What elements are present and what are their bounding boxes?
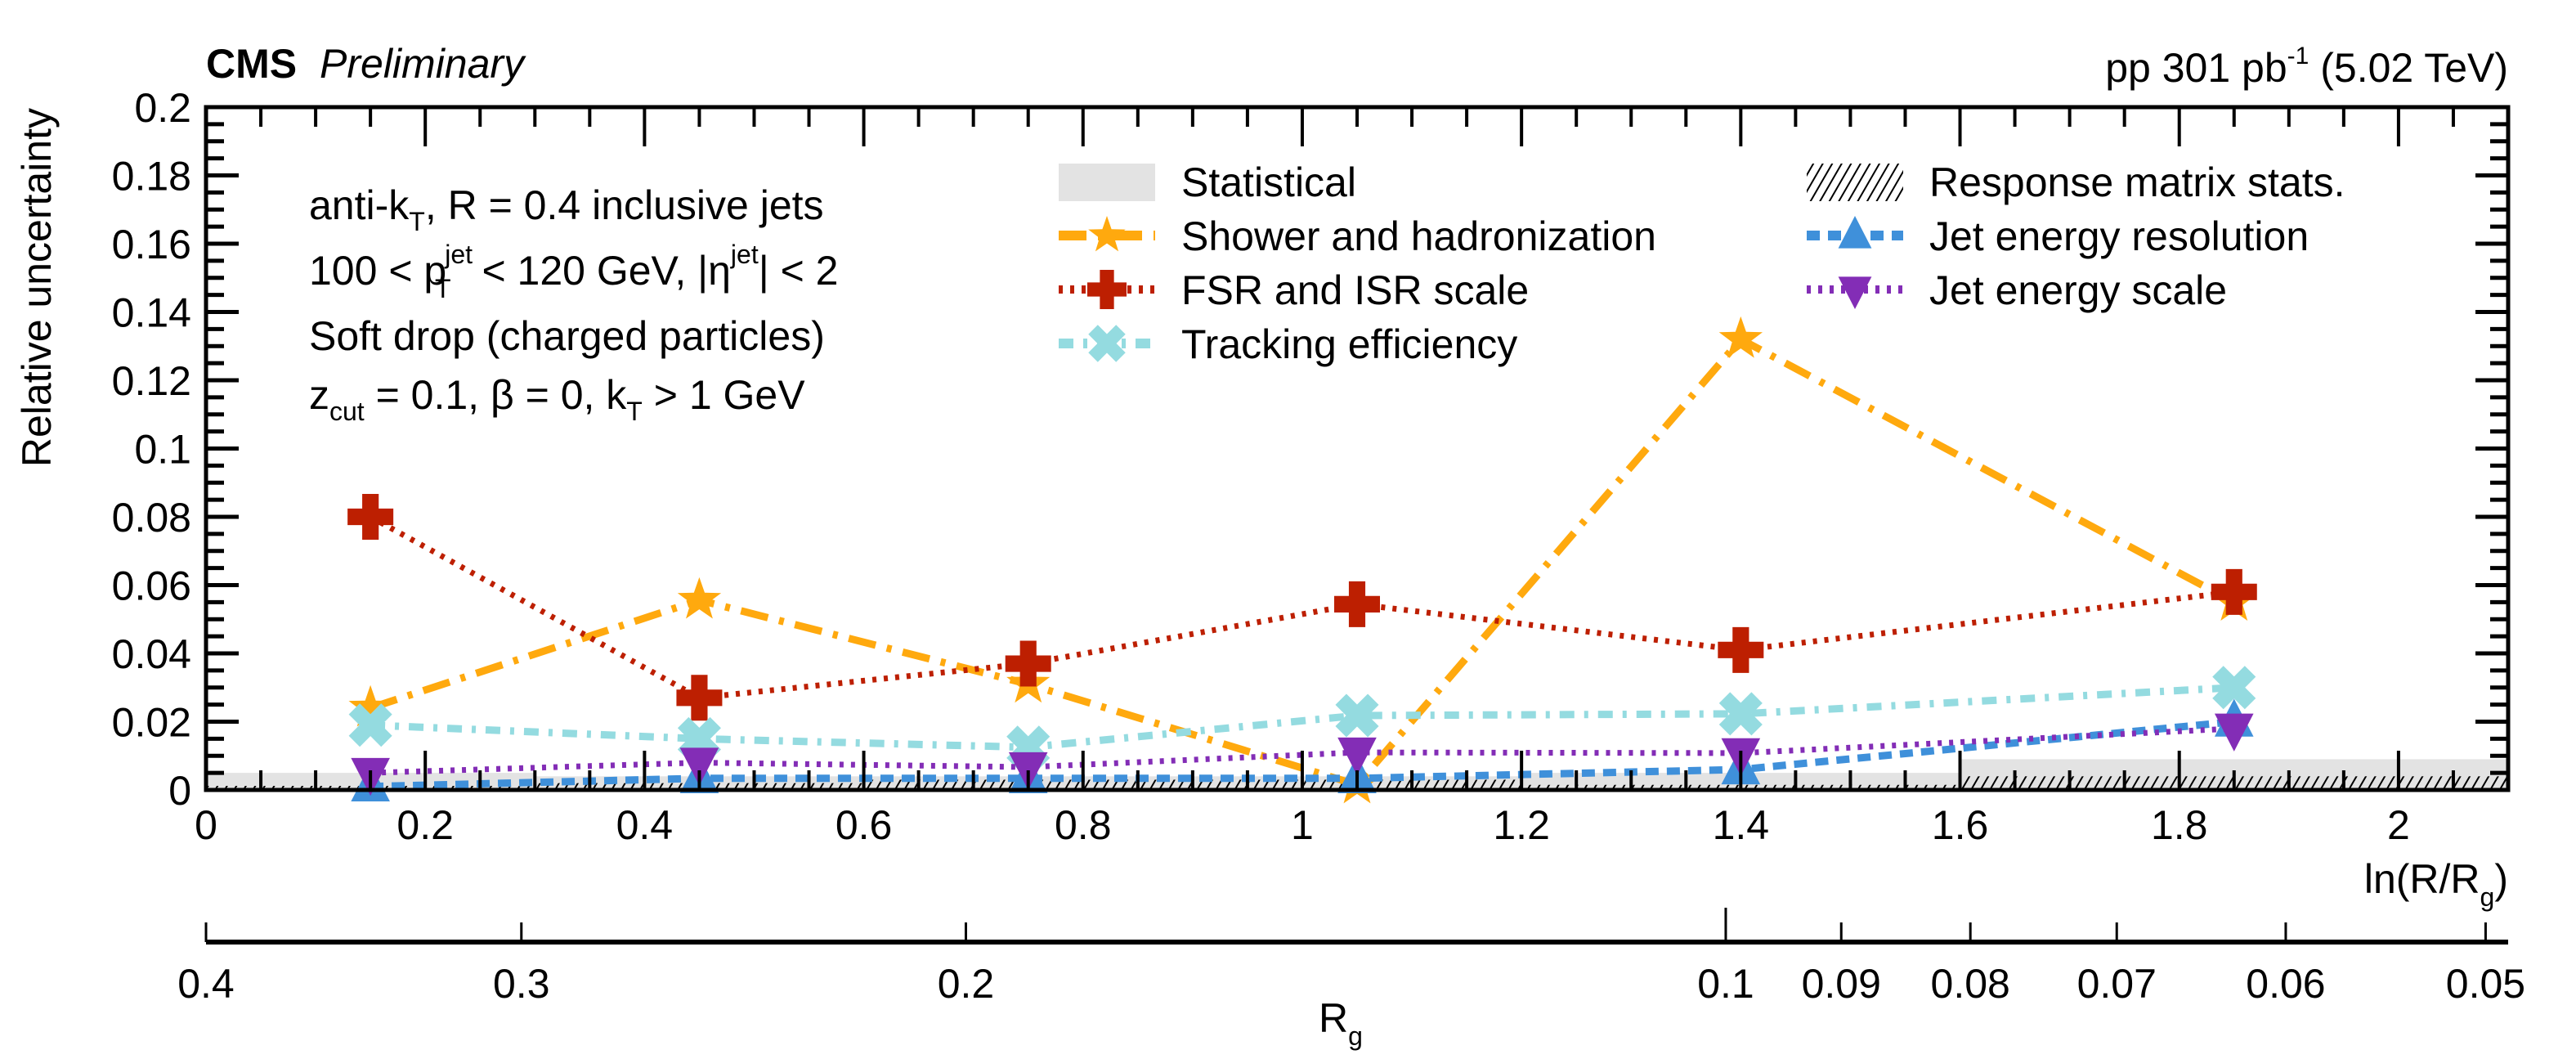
y-tick-label: 0 — [168, 768, 191, 814]
legend-label: Statistical — [1181, 159, 1356, 205]
legend-label: Response matrix stats. — [1929, 159, 2345, 205]
legend-entry-jet-energy-scale: Jet energy scale — [1807, 267, 2227, 313]
x-tick-label: 1.6 — [1932, 802, 1989, 848]
legend: Statistical Shower and hadronization FSR a… — [1059, 159, 2345, 367]
legend-swatch-statistical — [1059, 164, 1155, 201]
secondary-tick-label: 0.08 — [1931, 961, 2010, 1007]
x-tick-label: 1 — [1291, 802, 1314, 848]
legend-marker-icon — [1088, 216, 1126, 252]
lumi-label: pp 301 pb-1 (5.02 TeV) — [2105, 43, 2508, 91]
data-point-tracking-efficiency-shape — [2212, 666, 2256, 710]
experiment-label: CMS — [206, 41, 297, 87]
data-point-shower-and-hadronization — [1718, 316, 1763, 358]
lumi-prefix: pp 301 pb — [2105, 45, 2287, 91]
data-point-fsr-and-isr-scale — [1334, 581, 1381, 627]
x-tick-label: 0.6 — [836, 802, 893, 848]
data-point-tracking-efficiency — [1335, 693, 1379, 738]
data-point-shower-and-hadronization — [348, 684, 392, 727]
data-point-jet-energy-scale — [679, 747, 719, 786]
secondary-tick-label: 0.06 — [2246, 961, 2325, 1007]
data-point-fsr-and-isr-scale — [347, 494, 394, 540]
y-tick-label: 0.1 — [134, 427, 191, 473]
annotation-pt-eta: 100 < pjet T < 120 GeV, |ηjet| < 2 — [309, 240, 838, 303]
y-tick-label: 0.08 — [112, 495, 191, 541]
series-line-jet-energy-resolution — [370, 718, 2235, 791]
series-line-shower-and-hadronization — [369, 334, 2236, 789]
secondary-axis-label: Rg — [1319, 995, 1363, 1051]
data-point-tracking-efficiency-shape — [348, 703, 392, 747]
series-group — [347, 316, 2257, 804]
legend-entry-response-matrix-stats-: Response matrix stats. — [1807, 159, 2345, 205]
x-axis-label: ln(R/Rg) — [2364, 856, 2508, 912]
legend-entry-statistical: Statistical — [1059, 159, 1356, 205]
x-tick-label: 1.8 — [2151, 802, 2208, 848]
selection-annotations: anti-kT, R = 0.4 inclusive jets 100 < pj… — [309, 182, 838, 426]
legend-label: Shower and hadronization — [1181, 213, 1656, 259]
legend-label: Tracking efficiency — [1181, 321, 1517, 367]
data-point-fsr-and-isr-scale — [2211, 568, 2257, 615]
secondary-tick-label: 0.07 — [2077, 961, 2157, 1007]
legend-marker-icon — [1838, 276, 1872, 309]
y-tick-label: 0.02 — [112, 700, 191, 746]
annotation-softdrop: Soft drop (charged particles) — [309, 313, 825, 359]
legend-swatch-hatch — [1807, 164, 1903, 201]
x-tick-label: 0.2 — [396, 802, 454, 848]
legend-entry-shower-and-hadronization: Shower and hadronization — [1059, 213, 1656, 259]
series-line-fsr-and-isr-scale — [369, 514, 2235, 701]
lumi-sup: -1 — [2287, 43, 2309, 70]
y-tick-label: 0.2 — [134, 85, 191, 131]
data-point-tracking-efficiency-shape — [1335, 693, 1379, 738]
data-point-jet-energy-scale — [2214, 713, 2254, 752]
secondary-tick-label: 0.05 — [2446, 961, 2525, 1007]
y-tick-label: 0.04 — [112, 631, 191, 677]
secondary-tick-label: 0.1 — [1697, 961, 1754, 1007]
legend-marker-icon-shape — [1088, 325, 1126, 362]
legend-entry-fsr-and-isr-scale: FSR and ISR scale — [1059, 267, 1529, 313]
data-point-shower-and-hadronization — [677, 577, 722, 619]
data-point-tracking-efficiency — [1718, 692, 1763, 736]
y-axis-label: Relative uncertainty — [14, 108, 60, 467]
data-point-fsr-and-isr-scale — [676, 675, 723, 721]
status-label: Preliminary — [320, 41, 526, 87]
y-tick-label: 0.14 — [112, 290, 191, 336]
data-point-tracking-efficiency — [2212, 666, 2256, 710]
secondary-tick-label: 0.2 — [938, 961, 995, 1007]
legend-entry-jet-energy-resolution: Jet energy resolution — [1807, 213, 2309, 259]
data-point-tracking-efficiency-shape — [1718, 692, 1763, 736]
y-tick-label: 0.18 — [112, 154, 191, 200]
x-tick-label: 0 — [195, 802, 217, 848]
secondary-tick-label: 0.4 — [177, 961, 235, 1007]
data-point-tracking-efficiency — [348, 703, 392, 747]
cms-label: CMS Preliminary — [206, 41, 526, 87]
x-tick-label: 2 — [2387, 802, 2410, 848]
x-tick-label: 0.4 — [616, 802, 674, 848]
legend-marker-icon — [1087, 270, 1127, 309]
legend-marker-icon — [1838, 216, 1872, 249]
x-tick-label: 1.2 — [1493, 802, 1550, 848]
legend-entry-tracking-efficiency: Tracking efficiency — [1059, 321, 1517, 367]
secondary-tick-label: 0.09 — [1802, 961, 1881, 1007]
legend-label: Jet energy resolution — [1929, 213, 2309, 259]
axes: 00.020.040.060.080.10.120.140.160.180.20… — [112, 85, 2525, 1007]
legend-label: FSR and ISR scale — [1181, 267, 1529, 313]
y-tick-label: 0.06 — [112, 563, 191, 609]
legend-label: Jet energy scale — [1929, 267, 2227, 313]
legend-marker-icon — [1088, 325, 1126, 362]
data-point-fsr-and-isr-scale — [1718, 626, 1764, 673]
x-tick-label: 1.4 — [1713, 802, 1770, 848]
y-tick-label: 0.12 — [112, 358, 191, 404]
secondary-tick-label: 0.3 — [493, 961, 550, 1007]
lumi-suffix: (5.02 TeV) — [2309, 45, 2508, 91]
x-tick-label: 0.8 — [1055, 802, 1112, 848]
annotation-zcut: zcut = 0.1, β = 0, kT > 1 GeV — [309, 372, 805, 426]
annotation-jets: anti-kT, R = 0.4 inclusive jets — [309, 182, 824, 236]
series-line-tracking-efficiency — [370, 684, 2235, 752]
y-tick-label: 0.16 — [112, 222, 191, 267]
data-point-jet-energy-scale — [1337, 737, 1377, 776]
data-point-fsr-and-isr-scale — [1005, 640, 1051, 687]
